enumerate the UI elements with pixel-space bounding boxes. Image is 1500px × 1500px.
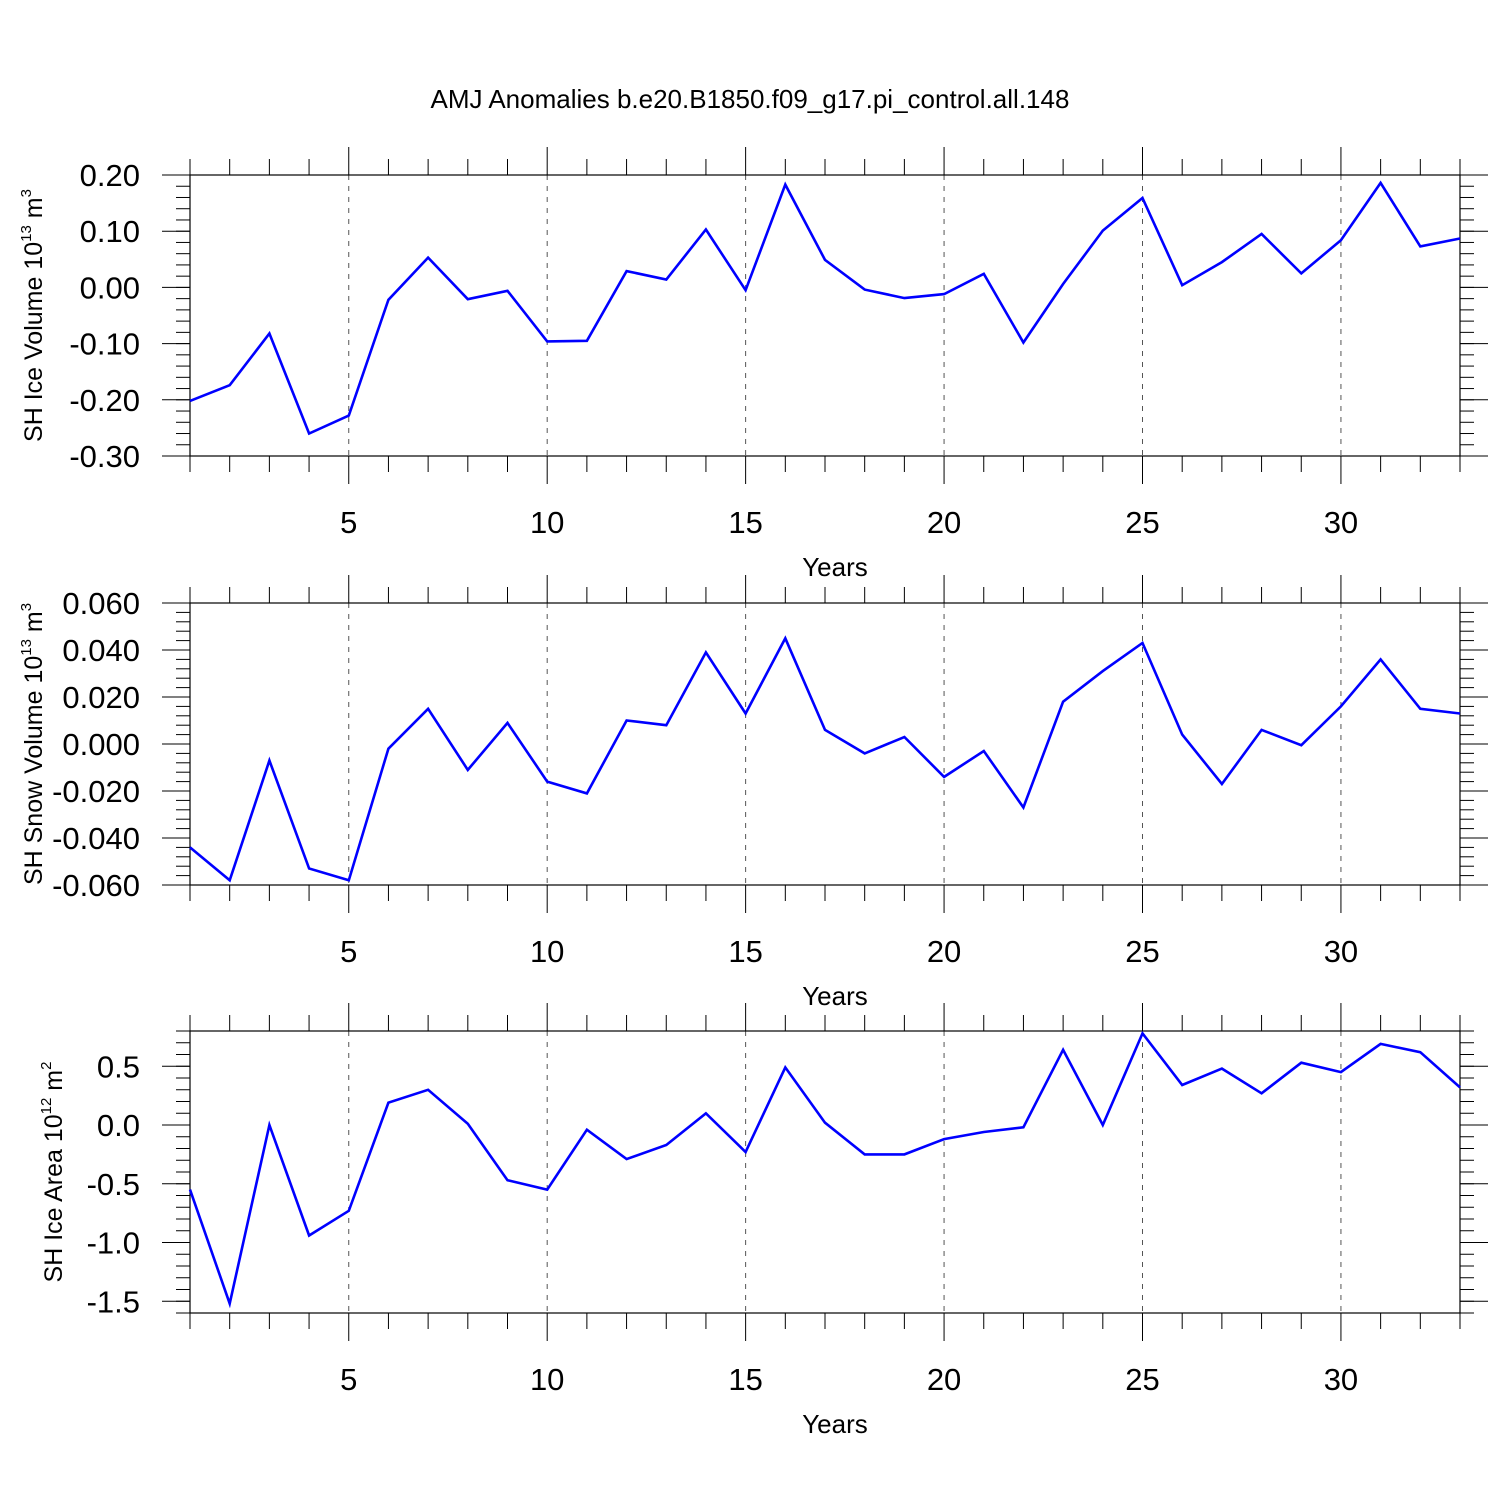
x-tick-label: 15 <box>728 934 762 969</box>
y-axis-label: SH Ice Area 1012 m2 <box>38 1062 68 1283</box>
y-tick-label: -1.0 <box>87 1226 140 1261</box>
chart-panel-3: -1.5 -1.0 -0.5 0.0 0.5 5 10 15 20 25 30 Years SH Ice… <box>38 1003 1488 1439</box>
y-tick-label: 0.0 <box>97 1108 140 1143</box>
y-tick-label: -0.10 <box>69 327 140 362</box>
series-line <box>189 180 1461 436</box>
x-tick-label: 10 <box>530 1362 564 1397</box>
x-tick-label: 30 <box>1324 934 1358 969</box>
y-tick-label: 0.20 <box>80 158 140 193</box>
x-axis-label: Years <box>802 1409 868 1439</box>
x-tick-label: 5 <box>340 1362 357 1397</box>
y-tick-label: 0.00 <box>80 270 140 305</box>
y-tick-label: 0.060 <box>62 586 140 621</box>
figure-title: AMJ Anomalies b.e20.B1850.f09_g17.pi_con… <box>430 84 1070 114</box>
x-tick-label: 30 <box>1324 505 1358 540</box>
plot-frame <box>189 602 1461 886</box>
chart-panel-1: -0.30 -0.20 -0.10 0.00 0.10 0.20 5 10 15 20 25 30 Ye… <box>18 147 1488 582</box>
plot-frame <box>189 1030 1461 1314</box>
y-tick-label: -0.060 <box>52 868 140 903</box>
x-tick-label: 10 <box>530 934 564 969</box>
x-tick-label: 5 <box>340 934 357 969</box>
x-tick-label: 20 <box>927 1362 961 1397</box>
y-axis-label: SH Snow Volume 1013 m3 <box>18 603 48 885</box>
y-tick-label: -0.040 <box>52 821 140 856</box>
y-tick-label: 0.10 <box>80 214 140 249</box>
series-line <box>189 635 1461 883</box>
y-tick-label: -0.5 <box>87 1167 140 1202</box>
x-tick-label: 25 <box>1125 505 1159 540</box>
y-tick-label: -0.20 <box>69 383 140 418</box>
x-tick-label: 30 <box>1324 1362 1358 1397</box>
y-tick-label: 0.040 <box>62 633 140 668</box>
y-tick-label: -0.020 <box>52 774 140 809</box>
x-tick-label: 15 <box>728 1362 762 1397</box>
y-axis-label: SH Ice Volume 1013 m3 <box>18 189 48 442</box>
y-tick-label: 0.5 <box>97 1049 140 1084</box>
x-tick-label: 10 <box>530 505 564 540</box>
x-tick-label: 15 <box>728 505 762 540</box>
y-tick-label: -1.5 <box>87 1284 140 1319</box>
x-tick-label: 25 <box>1125 934 1159 969</box>
plot-frame <box>189 174 1461 457</box>
series-line <box>188 1030 1461 1309</box>
y-tick-label: -0.30 <box>69 439 140 474</box>
y-tick-label: 0.000 <box>62 727 140 762</box>
x-axis-label: Years <box>802 552 868 582</box>
x-tick-label: 5 <box>340 505 357 540</box>
x-tick-label: 25 <box>1125 1362 1159 1397</box>
y-tick-label: 0.020 <box>62 680 140 715</box>
chart-panel-2: -0.060 -0.040 -0.020 0.000 0.020 0.040 0.060 5 1… <box>18 575 1488 1011</box>
x-tick-label: 20 <box>927 505 961 540</box>
x-axis-label: Years <box>802 981 868 1011</box>
x-tick-label: 20 <box>927 934 961 969</box>
